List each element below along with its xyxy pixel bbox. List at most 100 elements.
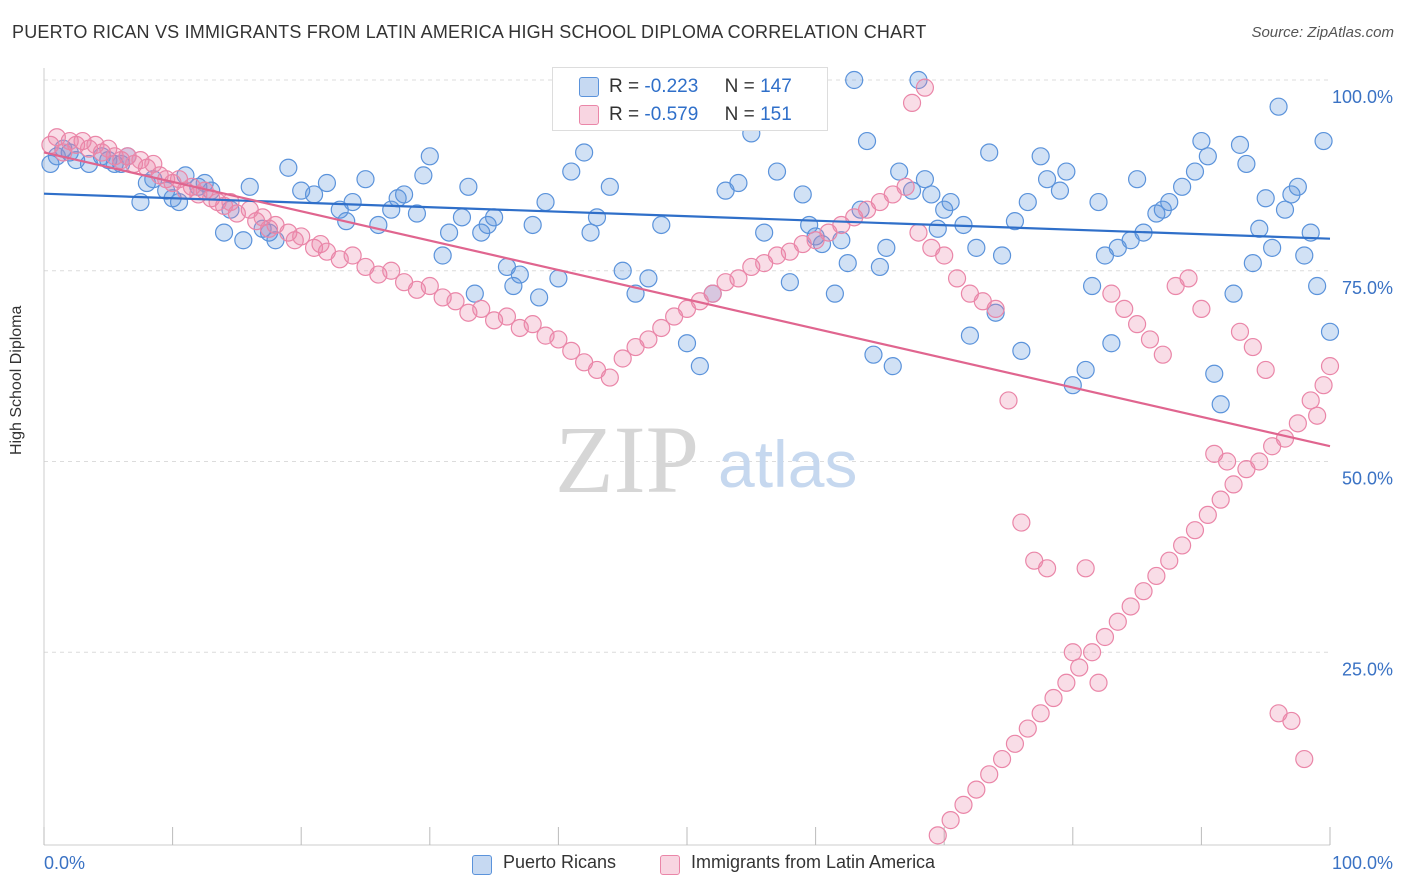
blue-point-98 — [1205, 364, 1224, 383]
blue-point-76 — [780, 273, 799, 292]
blue-point-102 — [1269, 97, 1288, 116]
blue-point-75 — [767, 162, 787, 181]
pink-point-120 — [1288, 414, 1307, 433]
blue-point-24 — [240, 177, 259, 196]
pink-point-58 — [549, 330, 568, 349]
pink-n-value: 151 — [760, 104, 792, 125]
pink-point-148 — [928, 826, 947, 845]
pink-point-140 — [1031, 704, 1050, 723]
legend-blue-swatch — [472, 855, 492, 875]
pink-point-39 — [311, 234, 330, 254]
blue-point-111 — [1263, 238, 1282, 257]
blue-point-83 — [883, 357, 902, 376]
x-tick-label-left: 0.0% — [44, 853, 85, 873]
blue-point-72 — [729, 173, 748, 193]
blue-point-127 — [1057, 162, 1076, 181]
blue-point-68 — [677, 334, 697, 353]
blue-point-107 — [1314, 131, 1333, 151]
pink-point-100 — [1102, 284, 1121, 303]
blue-point-144 — [825, 284, 844, 303]
blue-point-59 — [575, 143, 594, 162]
pink-point-54 — [497, 307, 517, 326]
blue-point-109 — [1288, 177, 1307, 196]
blue-point-129 — [1018, 192, 1037, 212]
blue-point-133 — [967, 238, 986, 257]
blue-point-80 — [845, 70, 864, 90]
pink-point-136 — [1082, 643, 1102, 662]
blue-point-45 — [452, 208, 472, 227]
blue-point-91 — [1050, 181, 1070, 200]
blue-point-46 — [459, 177, 478, 196]
blue-point-93 — [1089, 192, 1108, 212]
blue-point-48 — [472, 223, 491, 242]
blue-point-55 — [530, 288, 549, 307]
pink-point-70 — [703, 284, 722, 303]
pink-point-128 — [1185, 521, 1205, 540]
pink-point-50 — [446, 292, 465, 311]
pink-point-92 — [986, 299, 1005, 318]
pink-point-94 — [1012, 513, 1031, 532]
pink-point-112 — [1256, 360, 1275, 380]
pink-point-141 — [1018, 719, 1037, 738]
pink-point-88 — [935, 246, 954, 265]
legend-puerto-ricans: Puerto Ricans — [503, 852, 617, 872]
blue-point-52 — [504, 276, 523, 296]
pink-point-124 — [1237, 460, 1256, 479]
blue-point-119 — [1160, 192, 1179, 212]
watermark-zip: ZIP — [555, 406, 699, 513]
pink-point-106 — [1179, 269, 1198, 288]
pink-point-96 — [1037, 559, 1057, 578]
blue-point-66 — [639, 269, 658, 288]
pink-point-114 — [1282, 711, 1301, 731]
blue-point-69 — [690, 357, 709, 376]
blue-point-124 — [1095, 246, 1115, 265]
blue-point-120 — [1147, 204, 1166, 223]
blue-point-131 — [992, 246, 1012, 265]
pink-point-56 — [523, 315, 542, 334]
pink-point-116 — [1308, 406, 1327, 425]
pink-point-137 — [1070, 658, 1089, 677]
blue-point-128 — [1031, 147, 1050, 166]
blue-point-117 — [1185, 162, 1205, 181]
pink-point-109 — [1218, 452, 1237, 471]
pink-point-135 — [1095, 627, 1115, 647]
pink-point-127 — [1198, 505, 1217, 525]
blue-point-47 — [465, 284, 484, 303]
blue-point-49 — [478, 215, 497, 235]
blue-point-114 — [1224, 284, 1243, 303]
blue-n-value: 147 — [760, 76, 792, 97]
blue-point-42 — [420, 147, 439, 166]
pink-point-138 — [1057, 673, 1076, 692]
pink-point-89 — [947, 269, 967, 288]
blue-point-116 — [1198, 147, 1217, 166]
n-label: N = — [724, 76, 755, 97]
blue-point-125 — [1082, 276, 1102, 296]
blue-point-34 — [343, 192, 362, 212]
blue-point-84 — [909, 70, 928, 90]
pink-point-125 — [1224, 475, 1243, 494]
blue-point-126 — [1076, 360, 1095, 380]
pink-point-149 — [915, 78, 935, 97]
pink-point-97 — [1063, 643, 1082, 662]
pink-point-103 — [1140, 330, 1160, 349]
stats-legend: R = -0.223 N = 147 R = -0.579 N = 151 — [552, 67, 828, 131]
blue-point-28 — [279, 158, 298, 177]
pink-point-119 — [1301, 391, 1320, 410]
blue-point-115 — [1211, 395, 1230, 414]
blue-point-60 — [581, 223, 600, 242]
pink-point-144 — [980, 765, 999, 784]
blue-point-56 — [536, 192, 555, 212]
pink-point-118 — [1314, 376, 1333, 395]
pink-point-111 — [1243, 337, 1262, 357]
blue-point-141 — [864, 345, 883, 364]
pink-r-value: -0.579 — [644, 104, 699, 125]
pink-point-110 — [1230, 322, 1250, 341]
legend-row-pink: R = -0.579 N = 151 — [609, 104, 792, 126]
blue-swatch — [579, 77, 599, 97]
pink-point-150 — [902, 93, 922, 112]
blue-point-54 — [523, 215, 542, 235]
pink-point-72 — [729, 269, 748, 288]
pink-point-133 — [1121, 597, 1140, 616]
blue-point-88 — [986, 303, 1005, 322]
blue-point-110 — [1275, 200, 1295, 219]
